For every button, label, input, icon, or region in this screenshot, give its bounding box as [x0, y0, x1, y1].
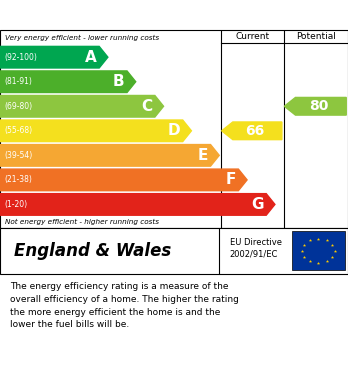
Text: (21-38): (21-38) — [5, 176, 32, 185]
Polygon shape — [0, 71, 136, 93]
Text: E: E — [197, 148, 208, 163]
Text: (69-80): (69-80) — [5, 102, 33, 111]
Polygon shape — [0, 169, 247, 191]
Text: Very energy efficient - lower running costs: Very energy efficient - lower running co… — [5, 34, 159, 41]
Text: England & Wales: England & Wales — [14, 242, 171, 260]
Text: (1-20): (1-20) — [5, 200, 27, 209]
Text: 80: 80 — [309, 99, 328, 113]
Text: EU Directive
2002/91/EC: EU Directive 2002/91/EC — [230, 238, 282, 259]
Text: (92-100): (92-100) — [5, 53, 37, 62]
Text: B: B — [113, 74, 124, 89]
Text: (39-54): (39-54) — [5, 151, 33, 160]
Polygon shape — [0, 95, 164, 117]
Text: The energy efficiency rating is a measure of the
overall efficiency of a home. T: The energy efficiency rating is a measur… — [10, 282, 239, 330]
Polygon shape — [284, 97, 346, 115]
Text: A: A — [85, 50, 96, 65]
Text: (55-68): (55-68) — [5, 126, 33, 135]
Polygon shape — [0, 47, 108, 68]
Text: Energy Efficiency Rating: Energy Efficiency Rating — [10, 7, 213, 23]
Polygon shape — [0, 194, 275, 215]
Polygon shape — [0, 120, 191, 142]
Text: D: D — [167, 123, 180, 138]
Text: Not energy efficient - higher running costs: Not energy efficient - higher running co… — [5, 219, 159, 225]
Bar — [292, 231, 345, 270]
Text: (81-91): (81-91) — [5, 77, 32, 86]
Text: Potential: Potential — [296, 32, 336, 41]
Text: F: F — [225, 172, 236, 187]
Polygon shape — [0, 145, 219, 166]
Text: G: G — [251, 197, 263, 212]
Text: 66: 66 — [245, 124, 265, 138]
Text: C: C — [141, 99, 152, 114]
Text: Current: Current — [235, 32, 269, 41]
Polygon shape — [222, 122, 282, 140]
